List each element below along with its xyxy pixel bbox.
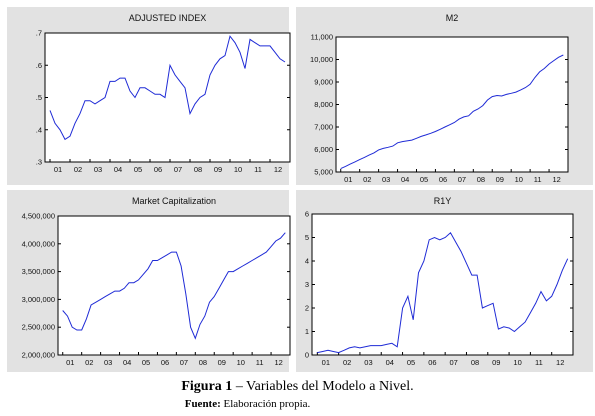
r1y-x-tick-label: 06 [428,358,436,367]
market-cap-x-tick-label: 02 [85,358,93,367]
r1y-x-tick-label: 10 [513,358,521,367]
adjusted-index-plot-area [44,32,291,163]
adjusted-index-x-tick-label: 05 [134,165,142,174]
market-cap-x-tick-label: 03 [104,358,112,367]
r1y-x-tick-label: 02 [343,358,351,367]
market-cap-y-tick-label: 4,000,000 [22,239,55,248]
m2-y-tick-label: 6,000 [314,145,333,154]
market-cap-x-tick-label: 01 [66,358,74,367]
m2-x-tick-label: 01 [344,175,352,184]
market-cap-x-tick-label: 07 [180,358,188,367]
adjusted-index-y-tick-label: .6 [36,61,42,70]
market-cap-y-tick-label: 3,000,000 [22,295,55,304]
m2-panel: M2 5,000 6,000 7,000 8,000 9,000 10,000 11,000 0… [296,7,593,185]
adjusted-index-panel: ADJUSTED INDEX .3 .4 .5 .6 .7 01 02 03 04 05 06 07 08… [7,7,291,185]
market-cap-series-line [62,232,286,340]
m2-x-tick-label: 11 [534,175,542,184]
m2-x-tick-label: 05 [420,175,428,184]
market-cap-x-tick-label: 12 [274,358,282,367]
adjusted-index-x-tick-label: 04 [114,165,122,174]
adjusted-index-y-tick-label: .5 [36,93,42,102]
m2-y-tick-label: 10,000 [310,55,333,64]
market-cap-x-tick-label: 08 [199,358,207,367]
m2-y-tick-label: 11,000 [311,33,333,42]
market-cap-x-tick-label: 09 [218,358,226,367]
adjusted-index-x-tick-label: 03 [94,165,102,174]
r1y-x-tick-label: 12 [556,358,564,367]
r1y-y-tick-label: 3 [305,280,309,289]
figure-source: Fuente: Elaboración propia. [0,398,595,410]
r1y-y-tick-label: 1 [305,327,309,336]
figure-title: – Variables del Modelo a Nivel. [232,379,414,394]
m2-x-tick-label: 12 [552,175,560,184]
adjusted-index-y-tick-label: .3 [36,158,42,167]
m2-series-line [340,54,564,170]
market-cap-x-tick-label: 06 [161,358,169,367]
m2-y-tick-label: 8,000 [314,100,333,109]
m2-x-tick-label: 06 [439,175,447,184]
adjusted-index-x-tick-label: 06 [154,165,162,174]
m2-y-tick-label: 5,000 [314,168,333,177]
r1y-x-tick-label: 05 [407,358,415,367]
m2-y-tick-label: 9,000 [314,78,333,87]
r1y-y-tick-label: 4 [305,257,309,266]
m2-title: M2 [446,13,459,23]
m2-x-tick-label: 03 [382,175,390,184]
market-cap-y-tick-label: 4,500,000 [22,212,55,221]
m2-x-tick-label: 02 [363,175,371,184]
market-cap-y-tick-label: 2,500,000 [22,323,55,332]
m2-x-tick-label: 10 [515,175,523,184]
m2-plot-area [335,36,569,173]
m2-x-tick-label: 04 [401,175,409,184]
market-cap-y-tick-label: 3,500,000 [22,267,55,276]
m2-x-tick-label: 07 [458,175,466,184]
adjusted-index-x-tick-label: 07 [174,165,182,174]
r1y-x-tick-label: 03 [364,358,372,367]
adjusted-index-y-tick-label: .7 [36,29,42,38]
market-cap-plot-area [57,215,291,356]
adjusted-index-y-tick-label: .4 [36,125,42,134]
figure-caption: Figura 1 – Variables del Modelo a Nivel. [0,379,595,395]
m2-y-tick-label: 7,000 [314,123,333,132]
r1y-x-tick-label: 08 [471,358,479,367]
market-cap-x-tick-label: 11 [256,358,264,367]
adjusted-index-title: ADJUSTED INDEX [129,13,207,23]
r1y-x-tick-label: 09 [492,358,500,367]
adjusted-index-x-tick-label: 01 [54,165,62,174]
r1y-y-tick-label: 6 [305,210,309,219]
adjusted-index-x-tick-label: 09 [214,165,222,174]
r1y-series-line [317,232,569,354]
r1y-x-tick-label: 01 [322,358,330,367]
adjusted-index-x-tick-label: 10 [234,165,242,174]
source-text: Elaboración propia. [220,398,311,410]
figure-label: Figura 1 [181,379,233,394]
market-capitalization-panel: Market Capitalization 2,000,000 2,500,000 3… [7,190,291,372]
market-cap-x-tick-label: 05 [142,358,150,367]
adjusted-index-x-tick-label: 11 [254,165,262,174]
market-cap-x-tick-label: 10 [237,358,245,367]
r1y-y-tick-label: 0 [305,351,309,360]
source-label: Fuente: [184,398,221,410]
adjusted-index-x-tick-label: 08 [194,165,202,174]
adjusted-index-x-tick-label: 02 [74,165,82,174]
m2-x-tick-label: 08 [477,175,485,184]
r1y-plot-area [311,213,574,356]
r1y-x-tick-label: 04 [386,358,394,367]
market-cap-title: Market Capitalization [132,196,216,206]
r1y-x-tick-label: 11 [535,358,543,367]
market-cap-x-tick-label: 04 [123,358,131,367]
r1y-y-tick-label: 2 [305,304,309,313]
r1y-title: R1Y [434,196,452,206]
r1y-y-tick-label: 5 [305,233,309,242]
market-cap-y-tick-label: 2,000,000 [22,351,55,360]
adjusted-index-x-tick-label: 12 [274,165,282,174]
r1y-x-tick-label: 07 [450,358,458,367]
adjusted-index-series-line [49,35,286,141]
m2-x-tick-label: 09 [496,175,504,184]
